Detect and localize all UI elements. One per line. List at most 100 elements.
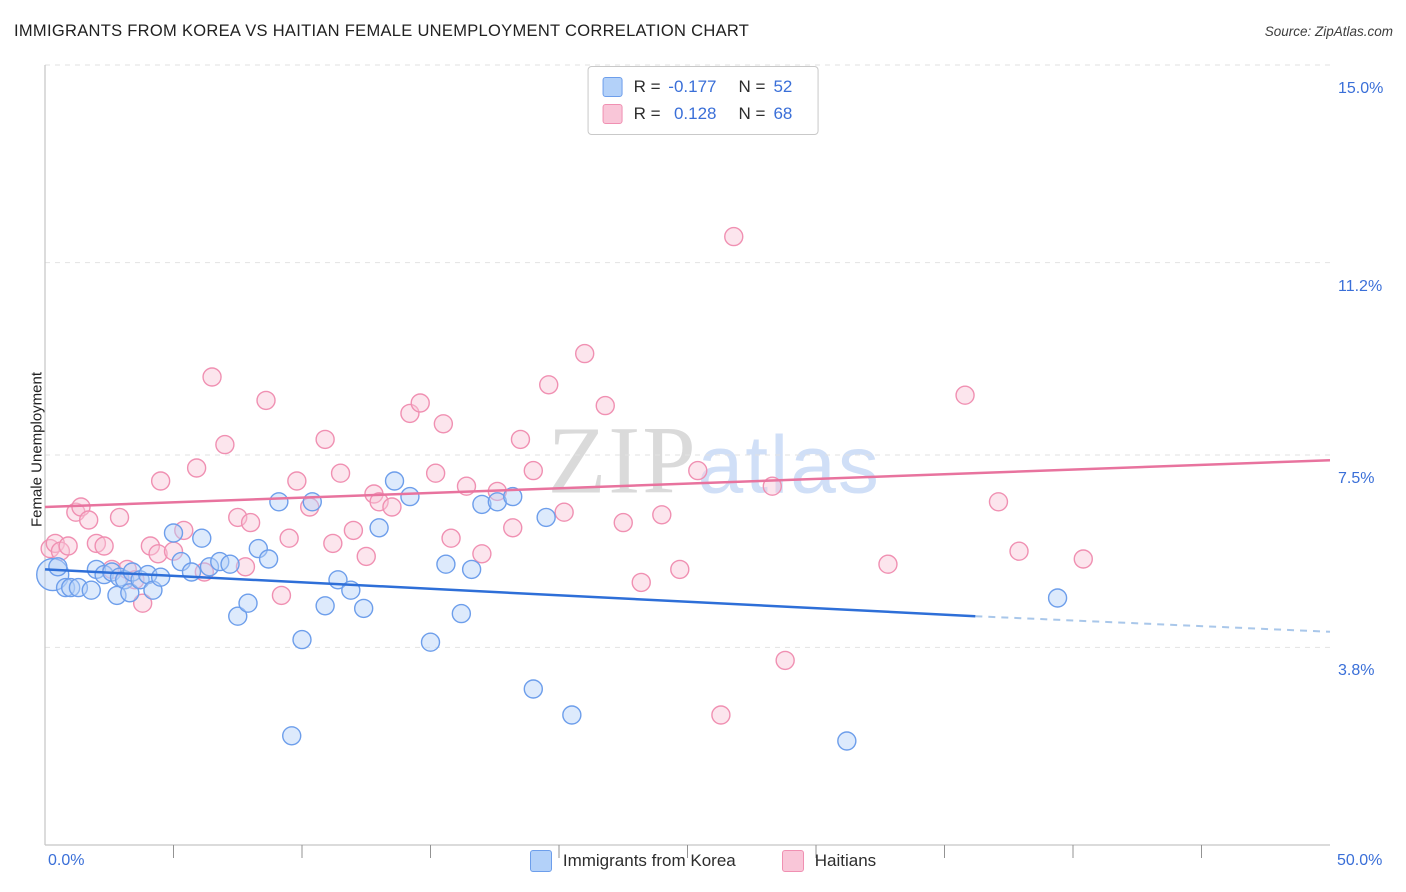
scatter-point-haitians	[595, 395, 615, 416]
scatter-point-korea	[171, 551, 191, 572]
scatter-point-korea	[451, 603, 472, 624]
scatter-point-korea	[384, 471, 405, 491]
scatter-point-haitians	[132, 593, 153, 613]
legend-item-korea: Immigrants from Korea	[529, 850, 736, 872]
scatter-point-haitians	[425, 463, 446, 483]
scatter-point-haitians	[148, 544, 168, 564]
scatter-point-haitians	[775, 650, 795, 671]
legend-item-haitians: Haitians	[781, 850, 877, 872]
x-axis-min-label: 0.0%	[48, 852, 85, 869]
scatter-point-haitians	[711, 705, 731, 725]
trend-line-korea	[44, 568, 976, 618]
haitians-series-swatch-icon	[602, 104, 623, 124]
n-label: N =	[738, 77, 766, 96]
scatter-point-korea	[472, 494, 492, 515]
scatter-point-haitians	[186, 458, 207, 478]
scatter-point-korea	[536, 507, 556, 528]
scatter-point-haitians	[410, 393, 430, 413]
scatter-point-haitians	[441, 528, 461, 548]
scatter-point-haitians	[688, 460, 708, 481]
scatter-point-korea	[369, 518, 389, 538]
scatter-point-korea	[248, 538, 269, 559]
y-tick-label-15-0: 15.0%	[1338, 80, 1384, 97]
scatter-point-haitians	[356, 546, 376, 567]
scatter-point-haitians	[955, 385, 975, 405]
scatter-point-korea	[523, 679, 543, 699]
scatter-point-haitians	[150, 471, 171, 491]
scatter-point-haitians	[670, 559, 690, 580]
scatter-point-korea	[120, 583, 140, 603]
legend-label-haitians: Haitians	[814, 851, 877, 870]
korea-r-value: -0.177	[668, 77, 717, 96]
scatter-point-haitians	[472, 544, 492, 564]
r-label: R =	[633, 77, 661, 96]
scatter-point-korea	[269, 492, 289, 512]
scatter-point-korea	[220, 554, 240, 574]
korea-n-value: 52	[773, 77, 793, 96]
scatter-point-haitians	[287, 471, 307, 491]
scatter-point-haitians	[109, 507, 130, 528]
x-axis-max-label: 50.0%	[1337, 852, 1383, 869]
scatter-point-korea	[122, 562, 143, 582]
scatter-point-haitians	[503, 518, 523, 538]
scatter-point-haitians	[140, 536, 161, 556]
haitians-r-value: 0.128	[673, 104, 717, 123]
legend-label-korea: Immigrants from Korea	[562, 851, 736, 870]
scatter-point-korea	[1047, 588, 1068, 608]
scatter-point-haitians	[86, 533, 107, 554]
scatter-point-korea	[282, 726, 302, 746]
scatter-point-korea	[228, 606, 248, 626]
scatter-point-korea	[192, 528, 212, 548]
chart-legend: Immigrants from Korea Haitians	[0, 850, 1406, 872]
scatter-point-korea	[258, 549, 279, 569]
scatter-point-korea	[302, 492, 322, 512]
scatter-point-haitians	[382, 497, 402, 517]
trend-line-haitians	[44, 458, 1331, 509]
scatter-point-haitians	[523, 460, 543, 481]
scatter-point-haitians	[575, 343, 595, 364]
korea-series-swatch-icon	[602, 77, 623, 97]
scatter-point-haitians	[433, 414, 454, 434]
scatter-point-korea	[163, 523, 184, 543]
scatter-point-korea	[315, 596, 335, 616]
scatter-point-haitians	[315, 429, 335, 450]
zipatlas-watermark: ZIP atlas	[548, 405, 881, 516]
scatter-point-haitians	[235, 557, 256, 577]
watermark-atlas: atlas	[697, 419, 881, 511]
scatter-point-haitians	[215, 434, 235, 455]
correlation-stats-box: R = -0.177 N = 52 R = 0.128 N = 68	[587, 66, 819, 135]
scatter-point-korea	[837, 731, 857, 751]
scatter-point-haitians	[343, 520, 364, 541]
scatter-point-korea	[503, 486, 523, 507]
scatter-point-korea	[562, 705, 582, 725]
scatter-point-haitians	[988, 492, 1009, 512]
scatter-point-haitians	[279, 528, 299, 548]
scatter-point-korea	[436, 554, 456, 574]
scatter-point-haitians	[652, 505, 672, 525]
n-label: N =	[738, 104, 766, 123]
scatter-point-korea	[292, 629, 312, 650]
scatter-point-haitians	[240, 512, 261, 533]
haitians-stats-row: R = 0.128 N = 68	[602, 104, 802, 124]
trend-line-korea-extension	[975, 615, 1331, 633]
page-title: IMMIGRANTS FROM KOREA VS HAITIAN FEMALE …	[14, 22, 750, 40]
scatter-point-haitians	[271, 585, 292, 606]
scatter-point-haitians	[94, 536, 114, 556]
scatter-point-haitians	[323, 533, 343, 554]
scatter-point-korea	[150, 567, 171, 587]
y-axis-title: Female Unemployment	[28, 371, 46, 528]
scatter-point-korea	[487, 492, 508, 512]
korea-stats-row: R = -0.177 N = 52	[602, 77, 802, 97]
scatter-point-haitians	[554, 502, 574, 522]
scatter-point-haitians	[78, 510, 99, 530]
watermark-zip: ZIP	[547, 406, 698, 514]
haitians-n-value: 68	[773, 104, 793, 123]
scatter-point-korea	[400, 486, 420, 507]
scatter-point-haitians	[510, 429, 531, 450]
scatter-point-haitians	[724, 226, 744, 247]
scatter-point-haitians	[539, 375, 559, 395]
scatter-point-korea	[353, 598, 374, 619]
scatter-point-haitians	[1009, 541, 1029, 561]
